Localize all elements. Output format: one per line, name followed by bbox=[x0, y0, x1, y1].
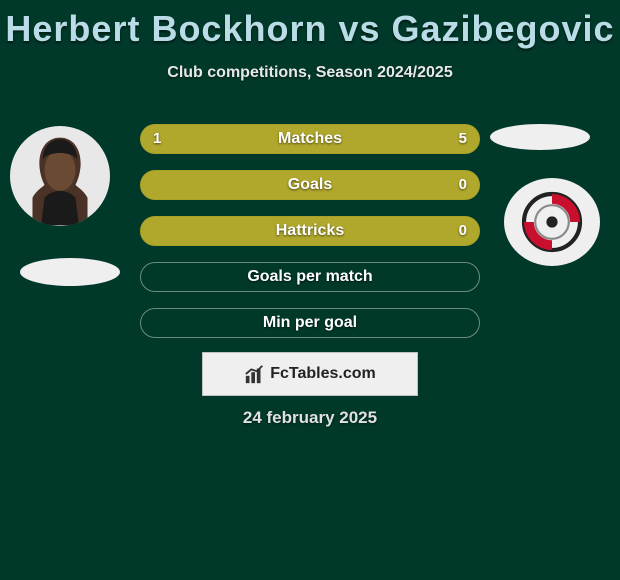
stat-bar: Min per goal bbox=[140, 308, 480, 338]
stats-bars: Matches15Goals0Hattricks0Goals per match… bbox=[140, 124, 480, 354]
stat-label: Goals bbox=[141, 171, 479, 198]
stat-right-value: 5 bbox=[459, 125, 467, 152]
date-label: 24 february 2025 bbox=[0, 408, 620, 428]
stat-left-value: 1 bbox=[153, 125, 161, 152]
team-logo-icon bbox=[517, 187, 587, 257]
brand-box: FcTables.com bbox=[202, 352, 418, 396]
stat-label: Goals per match bbox=[141, 263, 479, 290]
stat-right-value: 0 bbox=[459, 171, 467, 198]
stat-label: Hattricks bbox=[141, 217, 479, 244]
stat-bar: Hattricks0 bbox=[140, 216, 480, 246]
stat-bar: Matches1 5 bbox=[140, 124, 480, 154]
player-right-flag bbox=[490, 124, 590, 150]
player-silhouette-icon bbox=[17, 130, 103, 226]
stat-right-value: 0 bbox=[459, 217, 467, 244]
player-left-avatar bbox=[10, 126, 110, 226]
player-left-flag bbox=[20, 258, 120, 286]
stat-label: Min per goal bbox=[141, 309, 479, 336]
chart-icon bbox=[244, 363, 266, 385]
stat-label: Matches bbox=[141, 125, 479, 152]
stat-bar: Goals per match bbox=[140, 262, 480, 292]
player-right-avatar bbox=[504, 178, 600, 266]
stat-bar: Goals0 bbox=[140, 170, 480, 200]
subtitle: Club competitions, Season 2024/2025 bbox=[0, 64, 620, 82]
brand-text: FcTables.com bbox=[270, 365, 376, 383]
page-title: Herbert Bockhorn vs Gazibegovic bbox=[0, 0, 620, 50]
